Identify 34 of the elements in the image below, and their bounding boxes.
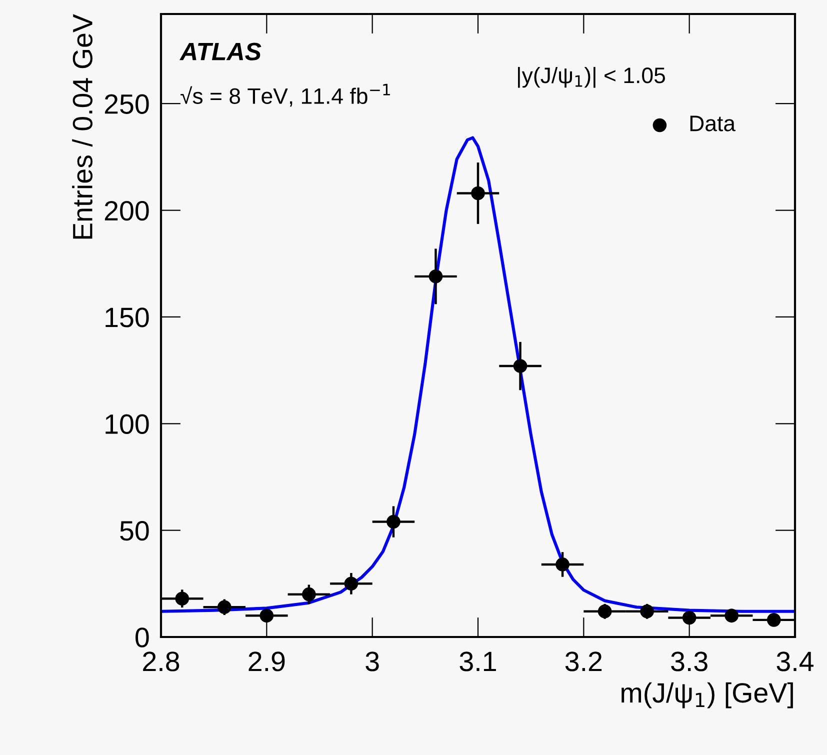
annotation: |y(J/ψ$_{1}$)| < 1.05 [518, 66, 665, 88]
point [217, 600, 232, 614]
point [598, 604, 612, 618]
point [513, 359, 528, 373]
y-axis-title: Entries / 0.04 GeV [72, 14, 92, 239]
y-tick-label: 250 [104, 94, 149, 114]
point [640, 604, 654, 618]
y-tick-label: 200 [104, 200, 149, 221]
point [471, 186, 485, 200]
point [682, 610, 696, 625]
x-tick-label: 2.9 [248, 652, 285, 672]
y-tick-label: 50 [120, 520, 149, 541]
annotation: ATLAS [180, 42, 262, 60]
y-tick-label: 150 [106, 308, 149, 328]
x-axis-title: m(J/ψ$_{1}$) [GeV] [622, 682, 793, 708]
x-tick-label: 3.2 [565, 652, 602, 672]
point [344, 576, 358, 591]
x-tick-label: 3 [366, 652, 379, 672]
annotation: √s = 8 TeV, 11.4 fb$^{−1}$ [180, 84, 390, 107]
y-tick-label: 0 [136, 628, 149, 648]
y-tick-label: 100 [106, 414, 149, 434]
point [766, 613, 781, 627]
point [302, 587, 316, 602]
point [386, 514, 400, 529]
x-tick-label: 3.3 [671, 652, 708, 672]
x-tick-label: 2.8 [143, 652, 180, 672]
legend-label: Data [690, 116, 736, 132]
point [556, 558, 570, 572]
point [724, 608, 739, 623]
x-tick-label: 3.1 [460, 652, 496, 672]
point [175, 592, 190, 606]
x-tick-label: 3.4 [776, 652, 814, 672]
point [260, 608, 274, 623]
point [428, 270, 443, 284]
